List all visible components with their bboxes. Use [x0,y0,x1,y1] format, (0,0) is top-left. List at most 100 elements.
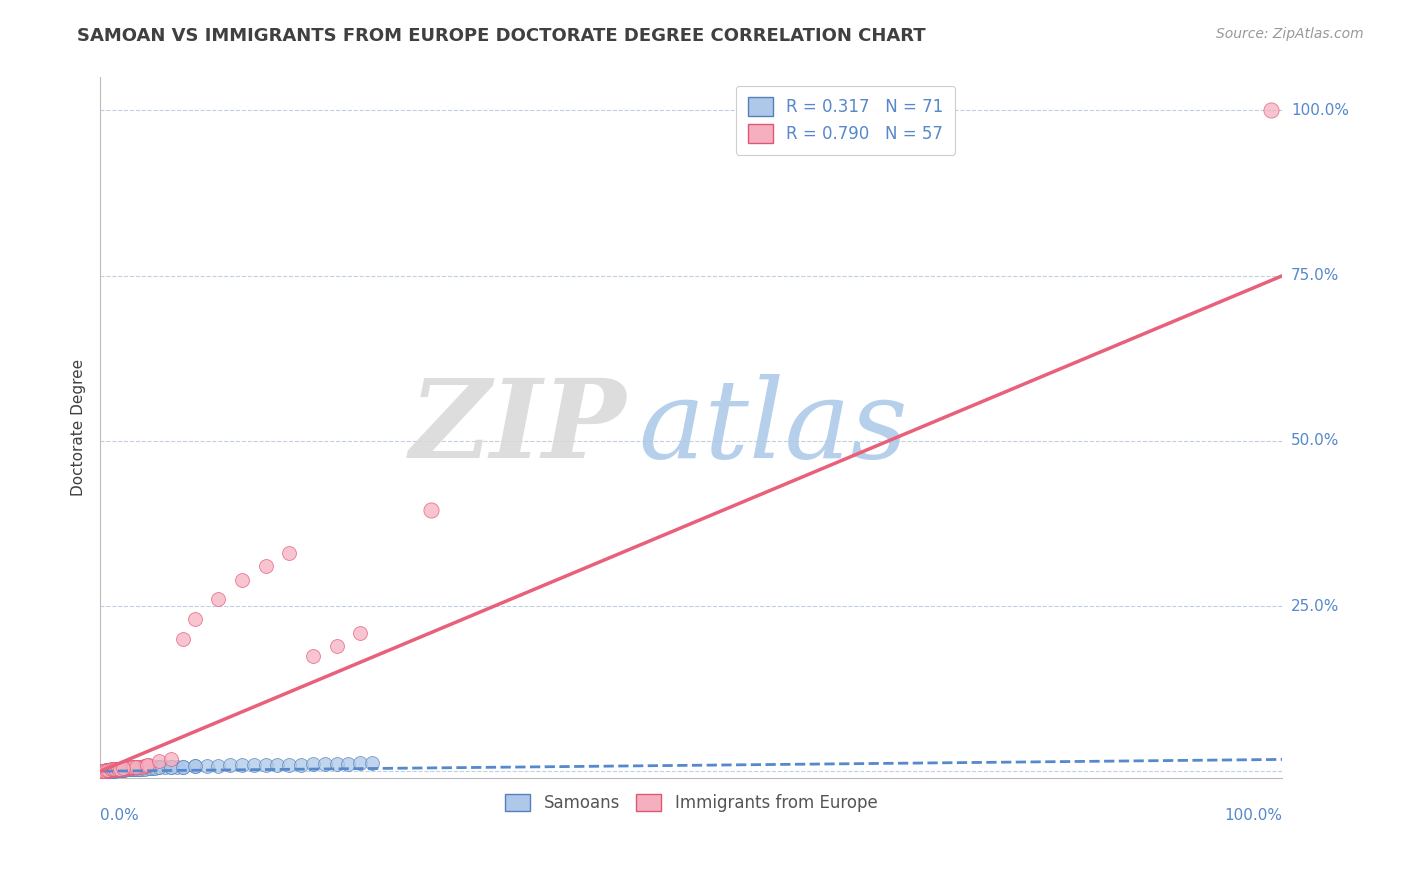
Point [122,760,145,774]
Point [129,762,152,776]
Point [110,762,132,776]
Point [148,755,170,769]
Point [94,764,117,778]
Point [93,764,115,778]
Point [207,592,229,607]
Point [131,760,153,774]
Point [100,763,122,777]
Point [148,760,170,774]
Point [107,762,129,776]
Point [160,760,183,774]
Point [124,760,146,774]
Point [349,625,371,640]
Point [139,761,162,775]
Point [160,752,183,766]
Point [420,503,443,517]
Point [290,757,312,772]
Point [136,757,159,772]
Text: 50.0%: 50.0% [1291,434,1339,449]
Point [231,573,253,587]
Point [101,763,124,777]
Point [90,764,112,778]
Point [101,762,124,776]
Point [97,763,120,777]
Text: 100.0%: 100.0% [1291,103,1348,118]
Point [183,759,205,773]
Point [103,764,125,778]
Point [172,760,194,774]
Point [134,761,156,775]
Point [207,759,229,773]
Point [143,761,166,775]
Point [183,612,205,626]
Point [125,760,148,774]
Point [98,764,121,778]
Point [266,757,288,772]
Text: ZIP: ZIP [409,374,626,482]
Text: 25.0%: 25.0% [1291,599,1339,614]
Point [104,764,127,778]
Point [107,763,129,777]
Point [96,764,118,778]
Point [101,763,124,777]
Point [110,763,132,777]
Point [110,762,132,776]
Point [112,763,135,777]
Point [97,764,120,778]
Point [139,761,162,775]
Point [124,760,146,774]
Point [117,762,139,776]
Point [172,760,194,774]
Point [124,762,146,776]
Point [146,760,169,774]
Point [94,764,117,778]
Point [135,759,157,773]
Point [120,762,142,776]
Point [121,761,143,775]
Point [349,756,371,771]
Point [361,756,384,771]
Point [125,762,148,776]
Point [314,757,336,772]
Point [98,763,121,777]
Point [118,762,141,776]
Point [107,763,129,777]
Point [134,762,156,776]
Point [325,639,347,653]
Legend: Samoans, Immigrants from Europe: Samoans, Immigrants from Europe [498,787,884,819]
Point [118,761,141,775]
Point [111,762,134,776]
Point [94,764,117,778]
Point [153,760,176,774]
Text: 75.0%: 75.0% [1291,268,1339,283]
Point [117,760,139,774]
Point [132,759,155,773]
Point [128,762,150,776]
Point [121,762,143,776]
Point [107,762,129,776]
Point [120,760,142,774]
Point [103,763,125,777]
Point [172,632,194,647]
Point [93,764,115,778]
Point [278,757,301,772]
Point [100,762,122,776]
Point [142,761,165,775]
Point [93,764,115,778]
Point [112,761,135,775]
Point [110,763,132,777]
Point [278,546,301,560]
Point [103,762,125,776]
Point [112,763,135,777]
Point [160,760,183,774]
Point [124,762,146,776]
Point [138,758,160,772]
Text: 100.0%: 100.0% [1225,808,1282,823]
Point [118,762,141,776]
Point [96,763,118,777]
Point [243,758,266,772]
Point [110,762,132,776]
Point [254,559,277,574]
Point [94,763,117,777]
Point [117,761,139,775]
